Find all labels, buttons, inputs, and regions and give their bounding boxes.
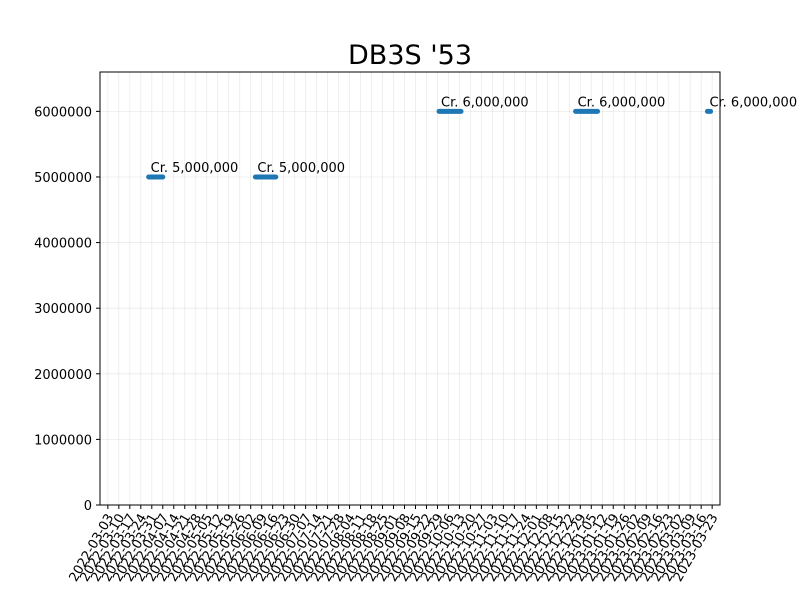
segment-annotation: Cr. 6,000,000 — [578, 95, 666, 110]
segment-annotation: Cr. 6,000,000 — [709, 95, 797, 110]
y-tick-label: 0 — [84, 499, 92, 514]
plot-frame — [99, 71, 721, 506]
segment-annotation: Cr. 5,000,000 — [151, 161, 239, 176]
y-tick-label: 5000000 — [34, 171, 92, 186]
y-tick-label: 3000000 — [34, 302, 92, 317]
y-axis: 0 1000000 2000000 3000000 4000000 5000000 6000… — [34, 105, 100, 514]
segment-annotation: Cr. 6,000,000 — [441, 95, 529, 110]
segment-annotation: Cr. 5,000,000 — [257, 161, 345, 176]
grid-layer — [100, 72, 720, 506]
y-tick-label: 2000000 — [34, 368, 92, 383]
data-layer: Cr. 5,000,000 Cr. 5,000,000 Cr. 6,000,000 C… — [146, 95, 797, 180]
x-axis: 2022-03-032022-03-102022-03-172022-03-24… — [67, 505, 722, 584]
y-tick-label: 1000000 — [34, 433, 92, 448]
chart-title: DB3S '53 — [348, 40, 472, 71]
y-tick-label: 6000000 — [34, 105, 92, 120]
y-tick-label: 4000000 — [34, 237, 92, 252]
